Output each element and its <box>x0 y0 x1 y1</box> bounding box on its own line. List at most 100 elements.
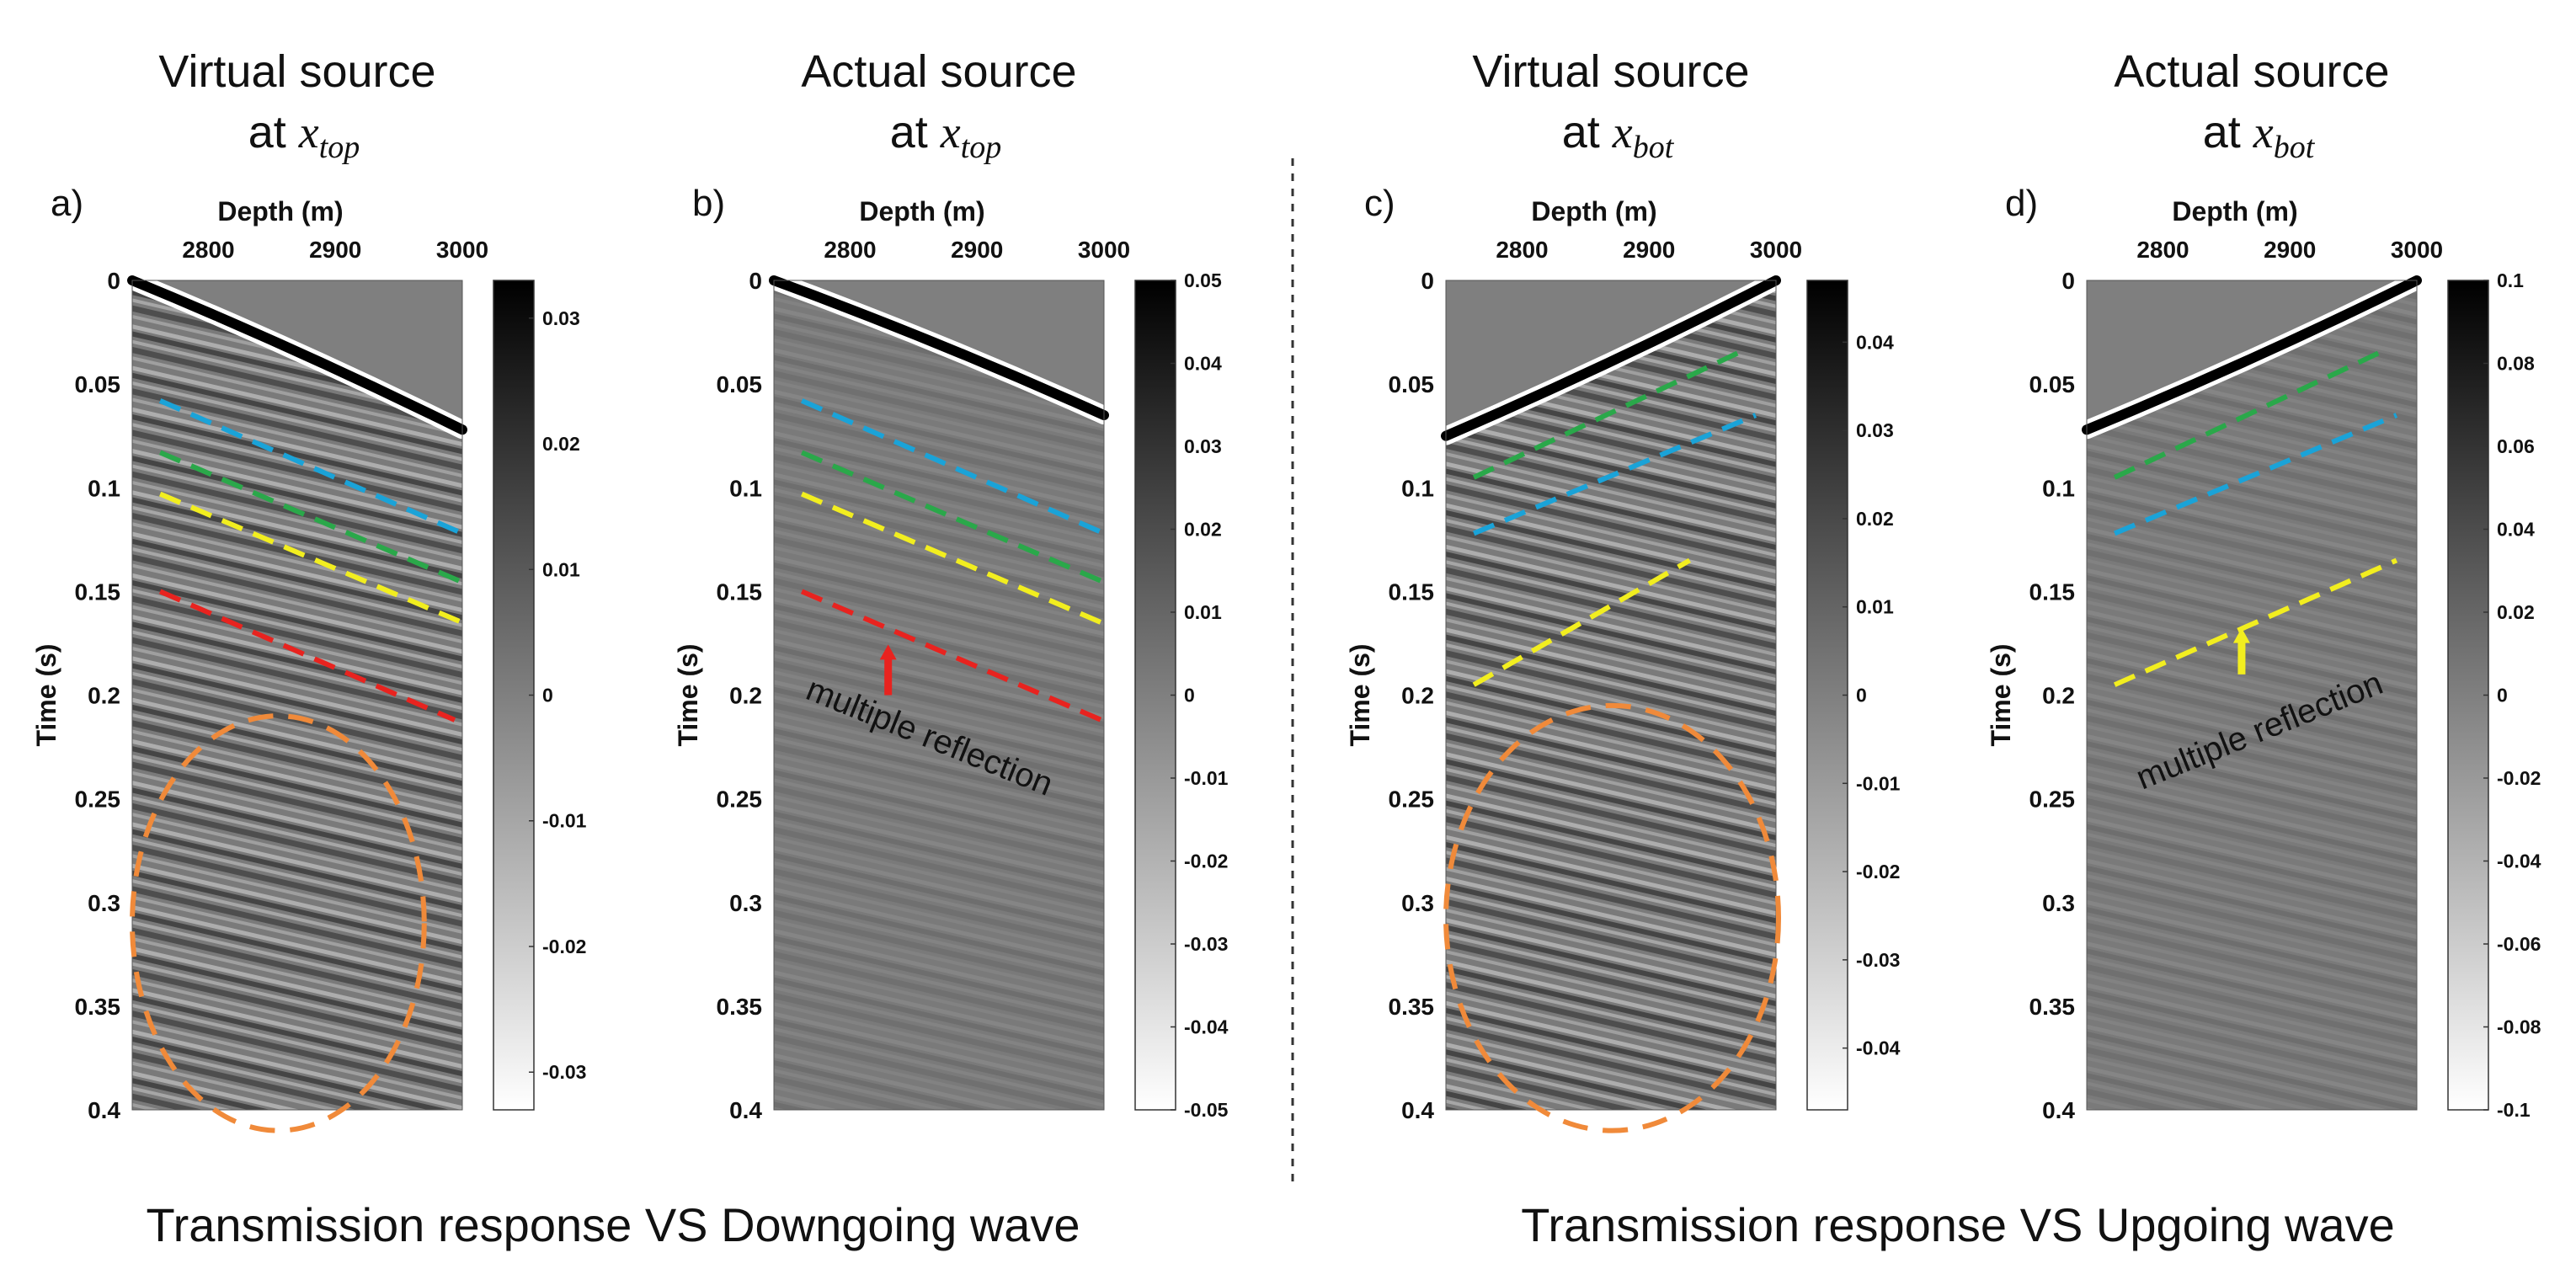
y-tick-label: 0 <box>1421 268 1434 294</box>
event-pick-line <box>2113 557 2398 687</box>
colorbar-tick-label: 0.01 <box>542 558 580 580</box>
caption-left: Transmission response VS Downgoing wave <box>146 1198 1080 1251</box>
event-pick-line <box>800 491 1103 626</box>
plot-frame <box>2086 280 2418 1111</box>
colorbar-tick-label: 0.02 <box>1184 519 1222 541</box>
plot-area <box>2087 280 2417 1110</box>
y-tick-label: 0.2 <box>1401 683 1434 709</box>
plot-frame <box>1445 280 1777 1111</box>
colorbar-tick-label: 0.08 <box>2497 353 2535 375</box>
colorbar-tick-label: -0.03 <box>1184 933 1228 955</box>
y-tick-label: 0.2 <box>729 683 762 709</box>
panel-title-line1: Virtual source <box>1472 46 1749 97</box>
y-tick-label: 0 <box>107 268 120 294</box>
title-subscript: bot <box>2274 130 2316 165</box>
x-tick-label: 2800 <box>1496 237 1548 263</box>
colorbar <box>493 280 535 1111</box>
y-tick-label: 0.15 <box>717 579 763 605</box>
y-tick-label: 0.05 <box>75 371 121 397</box>
y-tick-label: 0.4 <box>2042 1097 2075 1123</box>
panel-title-line1: Actual source <box>2114 46 2389 97</box>
x-axis-title: Depth (m) <box>2172 196 2297 227</box>
colorbar <box>2447 280 2489 1111</box>
y-tick-label: 0.3 <box>729 890 762 916</box>
x-tick-label: 3000 <box>436 237 488 263</box>
panel-label: d) <box>2005 183 2038 224</box>
panel-title-line2: at xtop <box>248 107 360 165</box>
colorbar-tick-label: 0 <box>1184 685 1195 706</box>
x-tick-label: 2800 <box>2136 237 2189 263</box>
x-axis-title: Depth (m) <box>217 196 343 227</box>
event-pick-line <box>800 450 1103 584</box>
y-tick-label: 0.35 <box>1389 994 1435 1020</box>
colorbar-tick-label: 0.02 <box>542 433 580 455</box>
event-pick-line <box>158 398 464 536</box>
colorbar-tick-label: -0.04 <box>2497 850 2541 872</box>
x-tick-label: 2900 <box>309 237 361 263</box>
title-variable: x <box>2253 107 2274 157</box>
event-pick-line <box>800 589 1103 722</box>
plot-area <box>132 280 462 1110</box>
colorbar <box>1134 280 1176 1111</box>
x-tick-label: 2800 <box>182 237 234 263</box>
colorbar-tick-label: -0.05 <box>1184 1099 1229 1121</box>
panel-title-line1: Actual source <box>801 46 1076 97</box>
colorbar-tick-label: 0.05 <box>1184 269 1222 291</box>
colorbar-tick-label: -0.02 <box>542 936 586 957</box>
colorbar-tick-label: 0.02 <box>2497 601 2535 623</box>
plot-frame <box>131 280 463 1111</box>
y-tick-label: 0.35 <box>2029 994 2076 1020</box>
colorbar-tick-label: -0.01 <box>542 810 587 832</box>
colorbar-tick-label: -0.08 <box>2497 1016 2541 1038</box>
colorbar-tick-label: 0.01 <box>1856 596 1894 618</box>
caption-right: Transmission response VS Upgoing wave <box>1521 1198 2395 1251</box>
panel-title-line2: at xbot <box>1562 107 1675 165</box>
y-tick-label: 0.35 <box>717 994 763 1020</box>
y-tick-label: 0.3 <box>2042 890 2075 916</box>
colorbar-tick-label: 0.06 <box>2497 435 2535 457</box>
pre-arrival-zone <box>132 280 462 430</box>
x-tick-label: 3000 <box>1750 237 1802 263</box>
x-axis-title: Depth (m) <box>1531 196 1656 227</box>
colorbar-tick-label: -0.03 <box>542 1061 586 1083</box>
y-tick-label: 0.05 <box>2029 371 2076 397</box>
plot-frame <box>773 280 1105 1111</box>
first-arrival <box>2082 275 2422 435</box>
colorbar-tick-label: -0.02 <box>1184 850 1228 872</box>
first-arrival <box>769 275 1109 421</box>
x-tick-label: 3000 <box>2391 237 2443 263</box>
x-tick-label: 2900 <box>2264 237 2316 263</box>
title-variable: x <box>940 107 961 157</box>
panel-label: a) <box>51 183 83 224</box>
y-tick-label: 0.05 <box>717 371 763 397</box>
y-tick-label: 0.25 <box>2029 786 2076 813</box>
noise-highlight-ellipse <box>130 713 427 1133</box>
colorbar-tick-label: 0.04 <box>1856 331 1894 353</box>
colorbar-tick-label: 0.01 <box>1184 601 1222 623</box>
y-tick-label: 0.2 <box>2042 683 2075 709</box>
y-tick-label: 0.3 <box>1401 890 1434 916</box>
y-tick-label: 0.25 <box>1389 786 1435 813</box>
y-tick-label: 0 <box>749 268 762 294</box>
title-prefix: at <box>2203 107 2253 157</box>
colorbar-tick-label: -0.04 <box>1184 1016 1229 1038</box>
colorbar-tick-label: 0.1 <box>2497 269 2524 291</box>
y-tick-label: 0.15 <box>75 579 121 605</box>
y-tick-label: 0 <box>2061 268 2075 294</box>
event-pick-line <box>800 398 1106 536</box>
y-axis-title: Time (s) <box>1345 643 1375 746</box>
y-tick-label: 0.15 <box>2029 579 2076 605</box>
colorbar-tick-label: 0.04 <box>1184 353 1222 375</box>
event-pick-line <box>158 491 464 626</box>
colorbar-tick-label: 0.03 <box>542 307 580 329</box>
y-tick-label: 0.1 <box>1401 475 1434 501</box>
y-tick-label: 0.15 <box>1389 579 1435 605</box>
event-pick-line <box>1472 557 1691 687</box>
event-pick-line <box>2113 350 2381 480</box>
title-subscript: top <box>319 130 360 165</box>
y-tick-label: 0.1 <box>2042 475 2075 501</box>
event-pick-line <box>158 589 456 722</box>
colorbar-tick-label: 0 <box>2497 685 2508 706</box>
colorbar-tick-label: -0.06 <box>2497 933 2541 955</box>
panel-title-line2: at xbot <box>2203 107 2316 165</box>
